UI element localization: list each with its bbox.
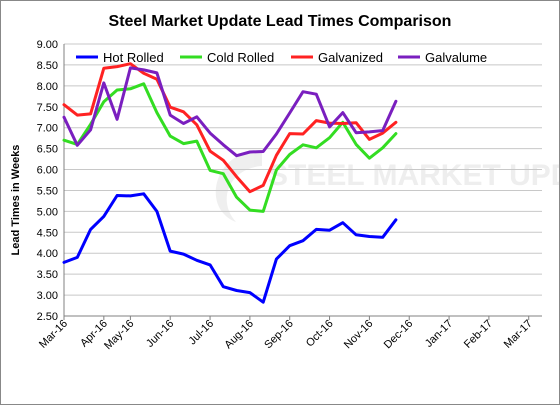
watermark-text: STEEL MARKET UPDATE [268,159,560,192]
data-series [62,62,398,304]
legend: Hot Rolled Cold Rolled Galvanized Galvalume [76,50,487,65]
series-line-galvalume [62,66,398,158]
series-line-hot-rolled [62,192,398,304]
y-tick-label: 7.50 [37,102,58,114]
y-axis-label: Lead Times in Weeks [10,145,22,256]
y-tick-labels: 2.50 3.00 3.50 4.00 4.50 5.00 5.50 6.00 6.50 7.00… [37,39,58,323]
legend-label-hot-rolled: Hot Rolled [103,50,164,65]
y-tick-label: 3.00 [37,290,58,302]
y-tick-label: 4.50 [37,227,58,239]
y-tick-label: 6.50 [37,144,58,156]
series-line-galvanized [62,62,398,194]
chart-title: Steel Market Update Lead Times Compariso… [109,13,452,30]
y-tick-label: 5.50 [37,185,58,197]
y-tick-label: 5.00 [37,206,58,218]
axes [63,44,542,320]
y-tick-label: 8.50 [37,60,58,72]
y-tick-label: 9.00 [37,39,58,51]
y-tick-label: 6.00 [37,165,58,177]
legend-label-galvalume: Galvalume [425,50,487,65]
y-tick-label: 2.50 [37,311,58,323]
watermark: STEEL MARKET UPDATE [215,150,560,222]
legend-label-galvanized: Galvanized [318,50,383,65]
legend-label-cold-rolled: Cold Rolled [207,50,274,65]
y-tick-label: 7.00 [37,123,58,135]
y-tick-label: 8.00 [37,81,58,93]
watermark-swoosh [215,150,262,222]
y-tick-label: 3.50 [37,269,58,281]
y-tick-label: 4.00 [37,248,58,260]
